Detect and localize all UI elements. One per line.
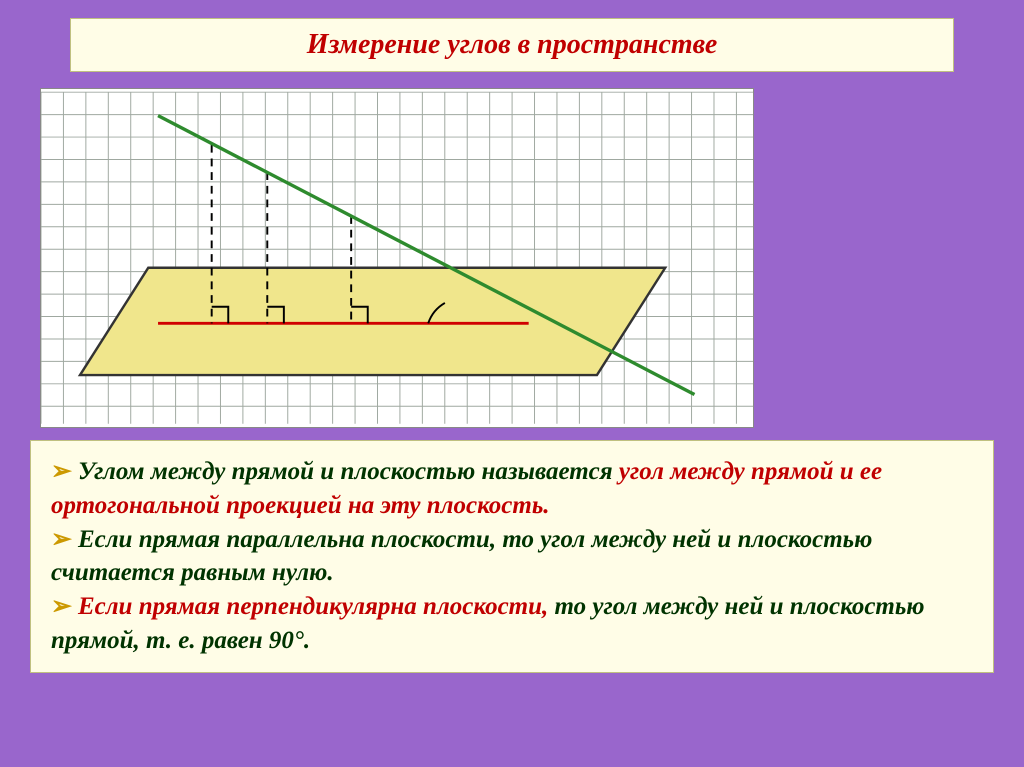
bullet-text: Углом между прямой и плоскостью называет…: [78, 458, 619, 485]
definition-box: ➢Углом между прямой и плоскостью называе…: [30, 440, 994, 673]
bullet-arrow-icon: ➢: [51, 526, 72, 553]
diagram-svg: [41, 89, 753, 427]
page-title: Измерение углов в пространстве: [307, 29, 718, 60]
title-box: Измерение углов в пространстве: [70, 18, 954, 72]
bullet-arrow-icon: ➢: [51, 593, 72, 620]
bullet-item: ➢Если прямая перпендикулярна плоскости, …: [51, 590, 973, 658]
bullet-list: ➢Углом между прямой и плоскостью называе…: [51, 455, 973, 658]
bullet-item: ➢Углом между прямой и плоскостью называе…: [51, 455, 973, 523]
bullet-text: Если прямая перпендикулярна плоскости,: [78, 593, 555, 620]
bullet-arrow-icon: ➢: [51, 458, 72, 485]
geometry-diagram: [40, 88, 754, 428]
bullet-text: Если прямая параллельна плоскости, то уг…: [51, 526, 872, 587]
bullet-item: ➢Если прямая параллельна плоскости, то у…: [51, 523, 973, 591]
